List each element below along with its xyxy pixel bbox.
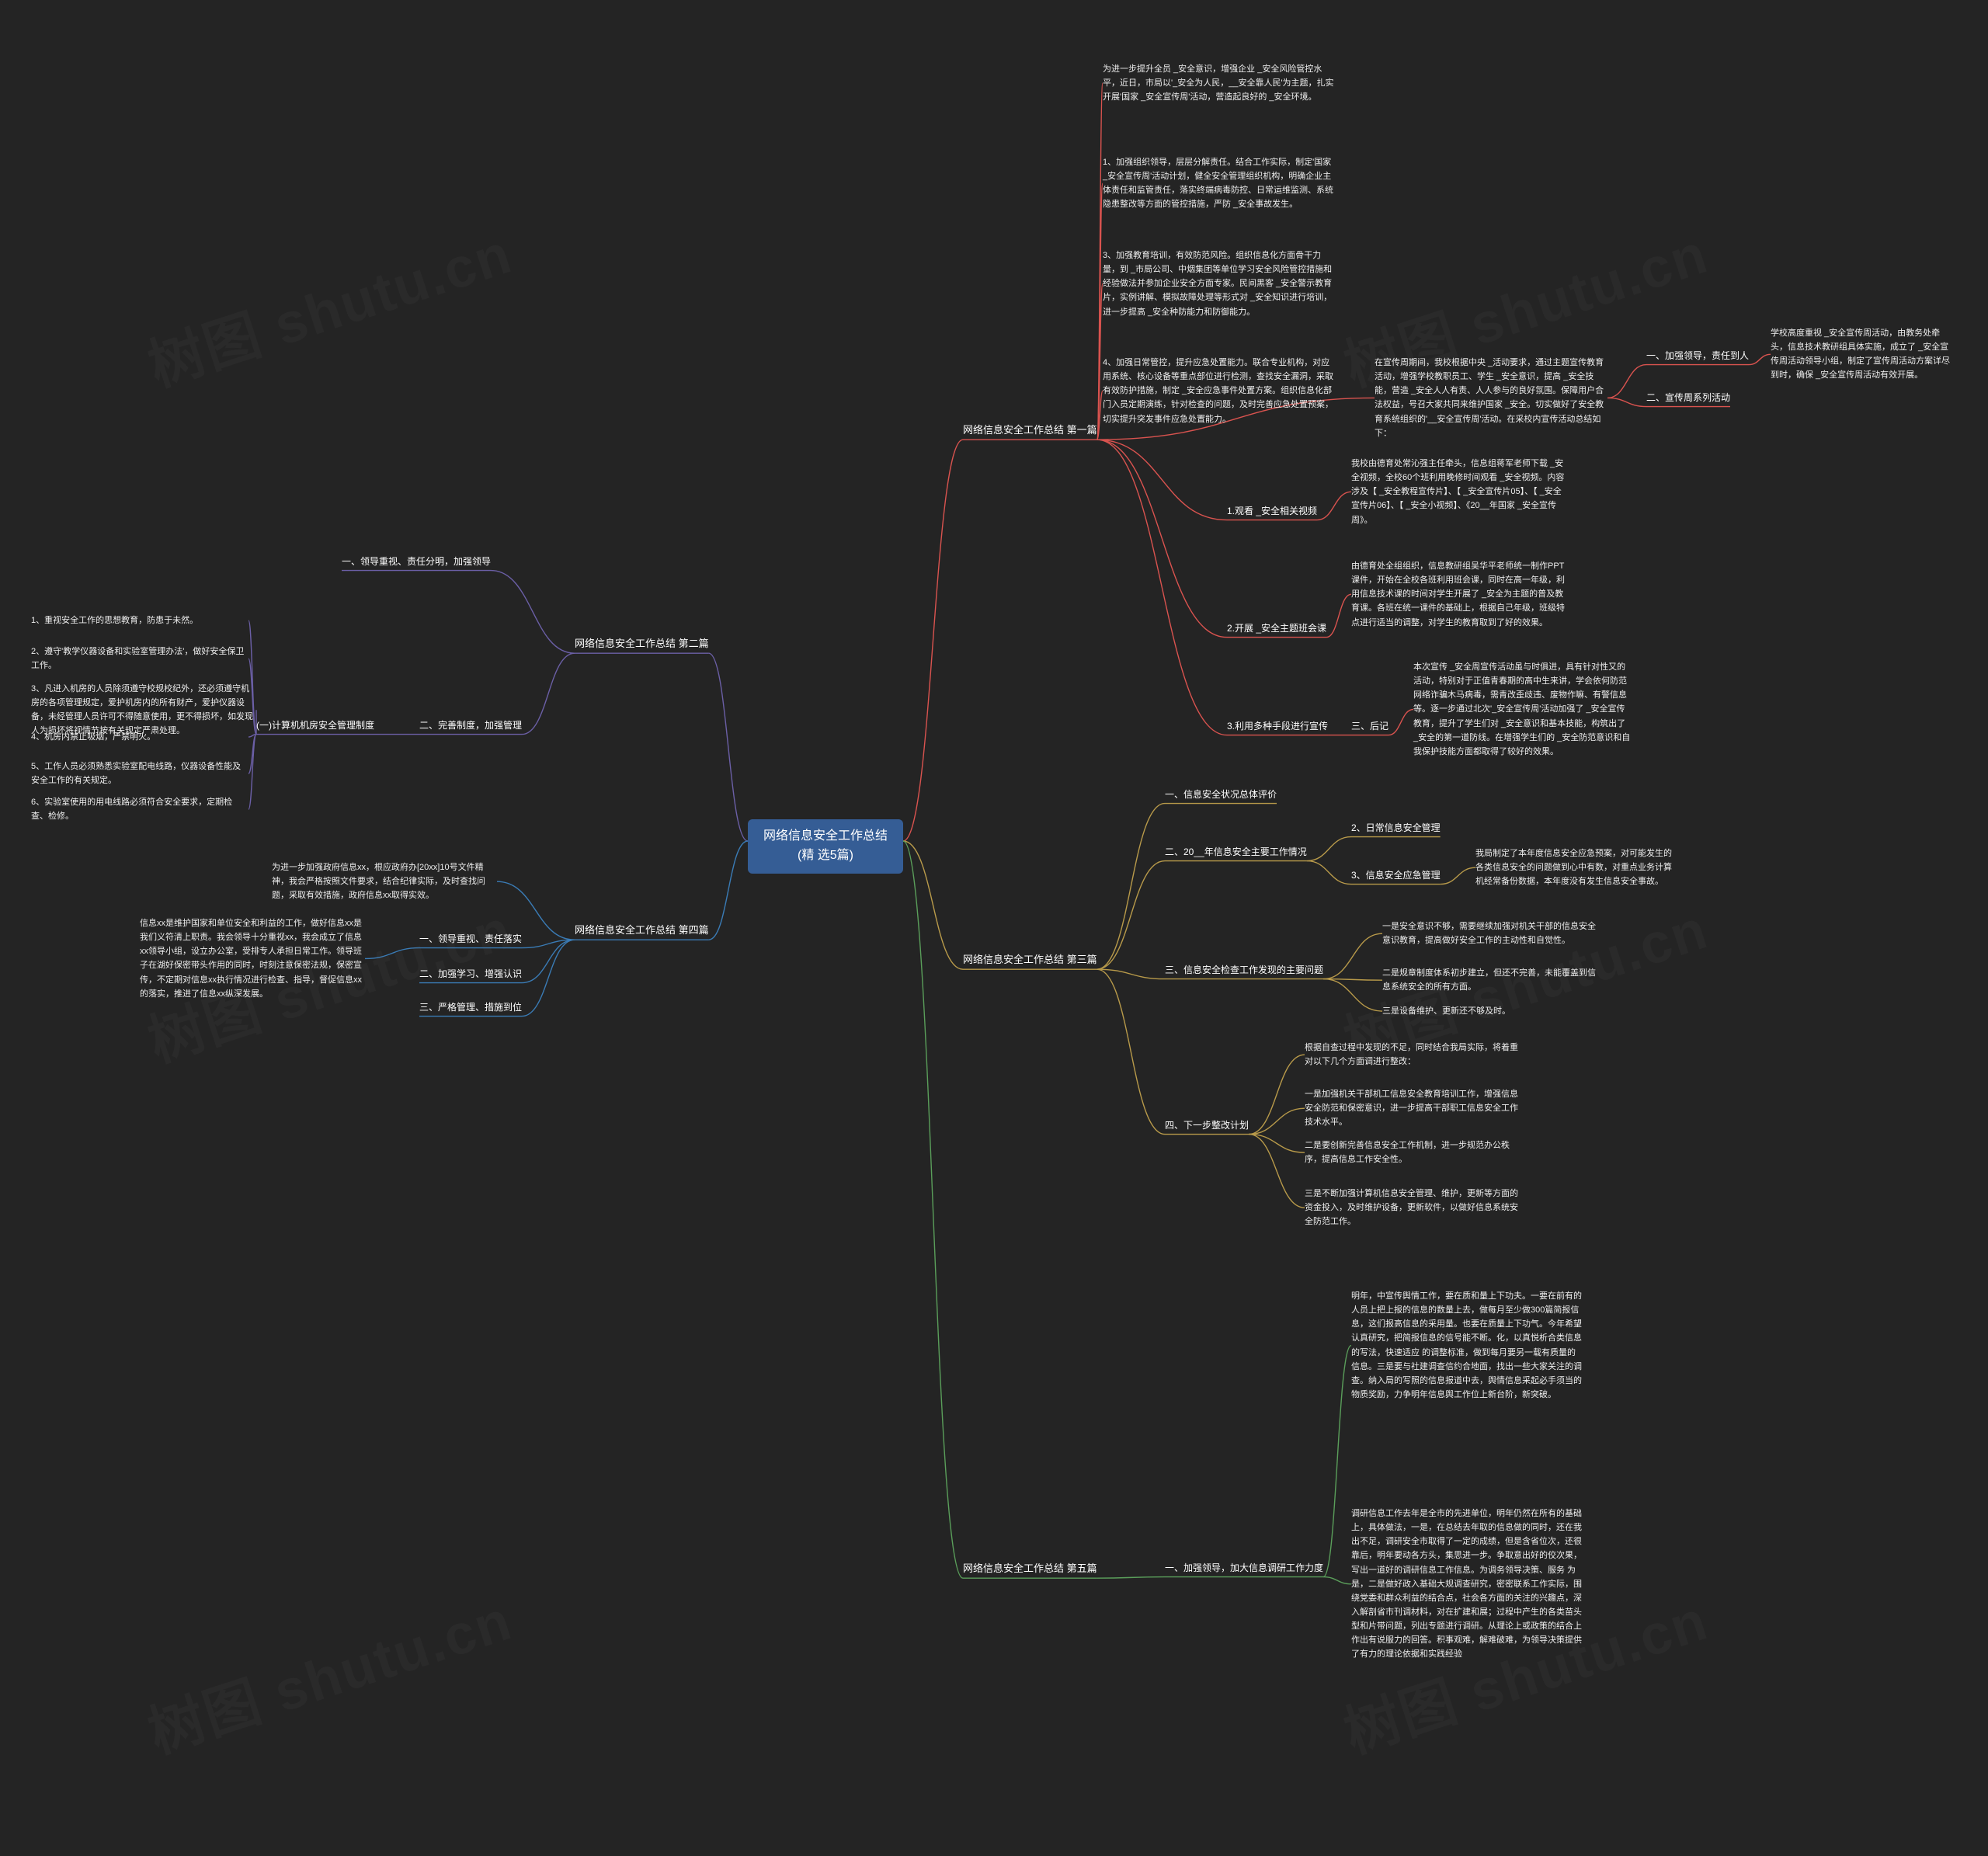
branch-label[interactable]: 一、信息安全状况总体评价 — [1165, 787, 1277, 802]
edge — [903, 440, 963, 841]
edge — [1388, 709, 1413, 735]
leaf-text: 三是设备维护、更新还不够及时。 — [1382, 1004, 1600, 1018]
leaf-text: 由德育处全组组织，信息教研组吴华平老师统一制作PPT课件，开始在全校各班利用班会… — [1351, 559, 1569, 630]
branch-label[interactable]: 2、日常信息安全管理 — [1351, 821, 1441, 836]
branch-label[interactable]: 3.利用多种手段进行宣传 — [1227, 719, 1328, 734]
edge — [1323, 979, 1382, 1011]
leaf-text: 根据自查过程中发现的不足，同时结合我局实际，将着重对以下几个方面调进行整改： — [1305, 1041, 1522, 1069]
watermark: 树图 shutu.cn — [137, 1574, 521, 1768]
edge — [1249, 1108, 1305, 1134]
edge — [1441, 867, 1475, 884]
edge — [522, 940, 575, 1016]
branch-label[interactable]: 3、信息安全应急管理 — [1351, 868, 1441, 883]
edge — [1249, 1055, 1305, 1134]
edge — [1326, 594, 1351, 637]
watermark: 树图 shutu.cn — [137, 207, 521, 401]
leaf-text: 一是加强机关干部机工信息安全教育培训工作，增强信息安全防范和保密意识，进一步提高… — [1305, 1087, 1522, 1129]
edge — [1323, 933, 1382, 978]
branch-label[interactable]: 网络信息安全工作总结 第一篇 — [963, 422, 1097, 438]
edge — [1097, 969, 1165, 1134]
edge — [1097, 804, 1165, 970]
branch-label[interactable]: 网络信息安全工作总结 第五篇 — [963, 1561, 1097, 1576]
edge — [1607, 398, 1646, 406]
edge — [1097, 283, 1103, 440]
branch-label[interactable]: 一、加强领导，加大信息调研工作力度 — [1165, 1561, 1323, 1576]
leaf-text: 二是要创新完善信息安全工作机制，进一步规范办公秩序，提高信息工作安全性。 — [1305, 1138, 1522, 1166]
edge — [1097, 861, 1165, 970]
edge — [1607, 365, 1646, 398]
branch-label[interactable]: 二、完善制度，加强管理 — [419, 718, 522, 733]
leaf-text: 2、遵守'教学仪器设备和实验室管理办法'，做好安全保卫工作。 — [31, 645, 248, 673]
branch-label[interactable]: 网络信息安全工作总结 第三篇 — [963, 952, 1097, 968]
branch-label[interactable]: 三、信息安全检查工作发现的主要问题 — [1165, 963, 1323, 978]
edge — [248, 735, 256, 774]
branch-label[interactable]: 1.观看 _安全相关视频 — [1227, 504, 1317, 519]
edge — [1097, 391, 1103, 440]
branch-label[interactable]: (一)计算机机房安全管理制度 — [256, 718, 374, 733]
leaf-text: 我校由德育处常沁强主任牵头，信息组蒋军老师下载 _安全视频，全校60个班利用晚修… — [1351, 457, 1569, 527]
leaf-text: 1、重视安全工作的思想教育，防患于未然。 — [31, 613, 248, 627]
root-node[interactable]: 网络信息安全工作总结(精 选5篇) — [748, 819, 903, 874]
edge — [1323, 1577, 1351, 1584]
edge — [497, 881, 575, 940]
branch-label[interactable]: 网络信息安全工作总结 第二篇 — [575, 636, 709, 652]
branch-label[interactable]: 二、加强学习、增强认识 — [419, 967, 522, 982]
edge — [1323, 979, 1382, 981]
branch-label[interactable]: 三、后记 — [1351, 719, 1388, 734]
leaf-text: 调研信息工作去年是全市的先进单位，明年仍然在所有的基础上，具体做法，一是，在总结… — [1351, 1507, 1584, 1662]
edge — [1307, 837, 1351, 861]
edge — [1749, 354, 1771, 364]
edge — [522, 940, 575, 982]
leaf-text: 为进一步加强政府信息xx，根应政府办[20xx]10号文件精神，我会严格按照文件… — [272, 860, 497, 902]
leaf-text: 3、加强教育培训，有效防范风险。组织信息化方面骨干力量，到 _市局公司、中烟集团… — [1103, 249, 1336, 319]
branch-label[interactable]: 二、宣传周系列活动 — [1646, 391, 1730, 405]
leaf-text: 在宣传周期间，我校根据中央 _活动要求，通过主题宣传教育活动，增强学校教职员工、… — [1375, 356, 1607, 440]
edge — [1097, 83, 1103, 440]
edge — [1323, 1346, 1351, 1577]
leaf-text: 4、机房内禁止吸烟，严禁明火。 — [31, 730, 248, 744]
edge — [1097, 440, 1227, 637]
edge — [522, 940, 575, 947]
branch-label[interactable]: 二、20__年信息安全主要工作情况 — [1165, 845, 1307, 860]
leaf-text: 为进一步提升全员 _安全意识，增强企业 _安全风险管控水平，近日，市局以'_安全… — [1103, 62, 1336, 104]
branch-label[interactable]: 网络信息安全工作总结 第四篇 — [575, 923, 709, 938]
edge — [1097, 1577, 1165, 1579]
branch-label[interactable]: 三、严格管理、措施到位 — [419, 1000, 522, 1015]
edge — [1249, 1135, 1305, 1153]
leaf-text: 一是安全意识不够，需要继续加强对机关干部的信息安全意识教育，提高做好安全工作的主… — [1382, 919, 1600, 947]
leaf-text: 二是规章制度体系初步建立，但还不完善，未能覆盖到信息系统安全的所有方面。 — [1382, 966, 1600, 994]
edge — [1307, 861, 1351, 885]
edge — [1317, 492, 1351, 520]
edge — [903, 841, 963, 969]
edge — [903, 841, 963, 1578]
leaf-text: 1、加强组织领导，层层分解责任。结合工作实际，制定'国家 _安全宣传周'活动计划… — [1103, 155, 1336, 212]
edge — [1097, 183, 1103, 440]
edge — [709, 841, 748, 940]
leaf-text: 三是不断加强计算机信息安全管理、维护，更新等方面的资金投入，及时维护设备，更新软… — [1305, 1187, 1522, 1229]
edge — [1097, 440, 1227, 520]
leaf-text: 5、工作人员必须熟悉实验室配电线路，仪器设备性能及安全工作的有关规定。 — [31, 759, 248, 787]
leaf-text: 信息xx是维护国家和单位安全和利益的工作，做好信息xx是我们义符清上职责。我会领… — [140, 916, 365, 1001]
edge — [1249, 1135, 1305, 1208]
branch-label[interactable]: 一、领导重视、责任分明，加强领导 — [342, 554, 491, 569]
branch-label[interactable]: 一、加强领导，责任到人 — [1646, 349, 1749, 363]
branch-label[interactable]: 2.开展 _安全主题班会课 — [1227, 621, 1326, 636]
branch-label[interactable]: 一、领导重视、责任落实 — [419, 932, 522, 947]
edge — [365, 948, 419, 959]
edge — [1097, 440, 1227, 735]
edge — [709, 653, 748, 841]
leaf-text: 4、加强日常管控，提升应急处置能力。联合专业机构，对应用系统、核心设备等重点部位… — [1103, 356, 1336, 426]
leaf-text: 学校高度重视 _安全宣传周活动，由教务处牵头，信息技术教研组具体实施，成立了 _… — [1771, 326, 1957, 383]
edge — [1097, 969, 1165, 978]
leaf-text: 明年，中宣传舆情工作，要在质和量上下功夫。一要在前有的人员上把上报的信息的数量上… — [1351, 1289, 1584, 1402]
edge — [522, 653, 575, 734]
edge — [248, 735, 256, 810]
leaf-text: 本次宣传 _安全周宣传活动虽与时俱进，具有针对性又的活动，特别对于正值青春期的高… — [1413, 660, 1631, 759]
leaf-text: 我局制定了本年度信息安全应急预案，对可能发生的各类信息安全的问题做到心中有数，对… — [1475, 846, 1677, 888]
edge — [491, 571, 575, 654]
leaf-text: 6、实验室使用的用电线路必须符合安全要求，定期检查、检修。 — [31, 795, 248, 823]
branch-label[interactable]: 四、下一步整改计划 — [1165, 1118, 1249, 1133]
